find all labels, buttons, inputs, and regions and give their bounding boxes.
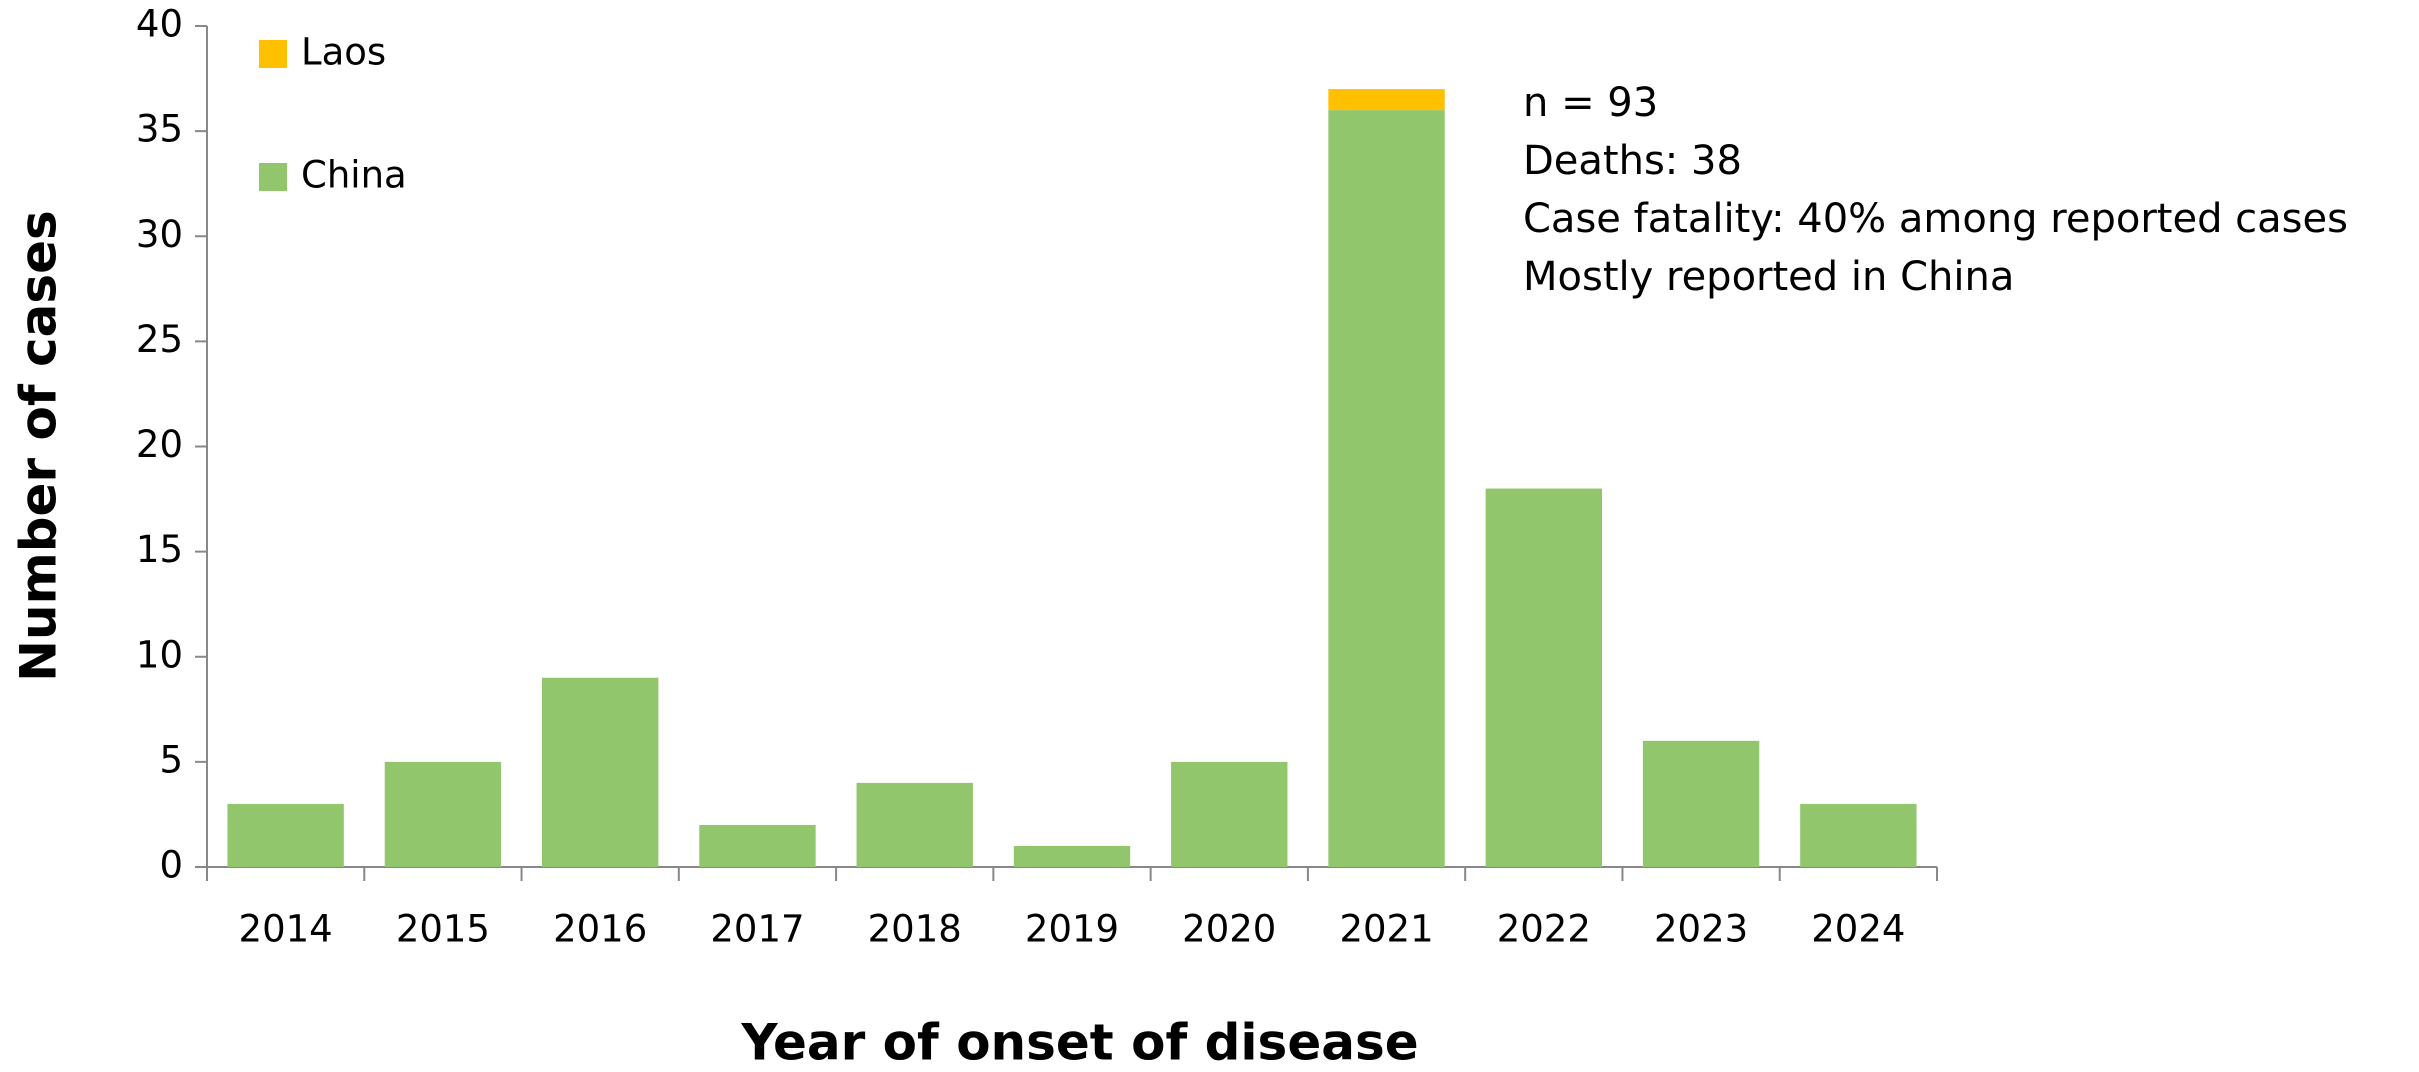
bar-segment [1328,110,1445,868]
x-tick-label: 2022 [1497,908,1591,951]
y-tick-label: 15 [136,528,183,571]
legend-swatch [259,163,287,191]
x-tick-label: 2016 [553,908,647,951]
y-tick-label: 0 [159,844,183,887]
y-tick-label: 5 [159,738,183,781]
legend-label: China [301,154,407,197]
y-tick-label: 35 [136,108,183,151]
annotation: Mostly reported in China [1523,254,2014,300]
y-tick-label: 25 [136,318,183,361]
x-tick-label: 2014 [239,908,333,951]
x-tick-label: 2015 [396,908,490,951]
bar-segment [856,782,973,867]
annotation: Case fatality: 40% among reported cases [1523,196,2348,242]
y-tick-label: 20 [136,423,183,466]
legend-label: Laos [301,31,386,74]
y-axis-title: Number of cases [10,210,68,682]
x-tick-label: 2021 [1339,908,1433,951]
y-tick-label: 10 [136,633,183,676]
annotation: n = 93 [1523,80,1658,126]
x-tick-label: 2017 [710,908,804,951]
x-tick-label: 2019 [1025,908,1119,951]
y-tick-label: 30 [136,213,183,256]
x-axis-title: Year of onset of disease [740,1014,1418,1072]
x-tick-label: 2023 [1654,908,1748,951]
bar-segment [227,803,344,867]
bar-segment [1328,89,1445,111]
x-tick-label: 2018 [868,908,962,951]
bar-segment [1013,845,1131,867]
legend-swatch [259,40,287,68]
bar-segment [384,761,502,867]
bar-segment [1800,803,1917,867]
y-tick-label: 40 [136,3,183,46]
x-tick-label: 2020 [1182,908,1276,951]
bar-segment [541,677,659,867]
bar-segment [1171,761,1288,867]
x-tick-label: 2024 [1811,908,1905,951]
annotation: Deaths: 38 [1523,138,1742,184]
bar-segment [1485,488,1603,867]
bar-segment [1642,740,1760,867]
bar-segment [699,824,816,867]
